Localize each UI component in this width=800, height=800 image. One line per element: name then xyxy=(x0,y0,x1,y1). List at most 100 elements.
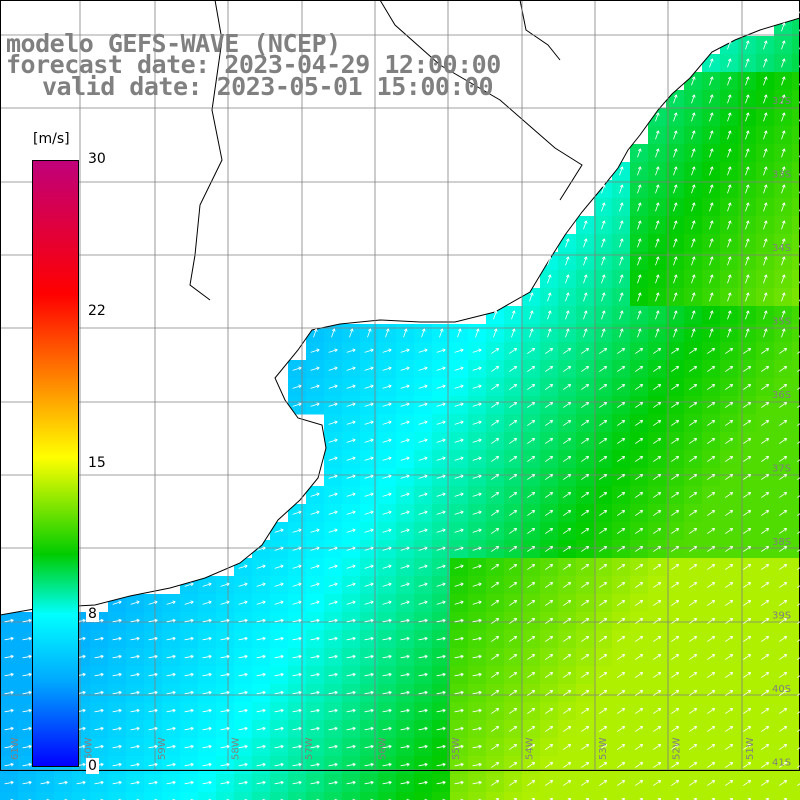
wind-arrow xyxy=(472,726,482,731)
lat-label: 35S xyxy=(772,317,791,328)
wind-arrow xyxy=(527,780,536,786)
wind-arrow xyxy=(725,438,734,444)
wind-arrow xyxy=(745,166,750,176)
wind-cell xyxy=(342,792,361,800)
wind-arrow xyxy=(418,744,428,749)
wind-arrow xyxy=(202,708,212,713)
wind-arrow xyxy=(745,202,750,212)
wind-arrow xyxy=(346,456,356,461)
wind-arrow xyxy=(617,456,626,462)
wind-arrow xyxy=(472,420,482,425)
wind-arrow xyxy=(310,672,320,677)
wind-arrow xyxy=(346,366,356,371)
wind-arrow xyxy=(743,636,752,642)
wind-arrow xyxy=(619,202,624,212)
lat-label: 37S xyxy=(772,464,791,475)
wind-arrow xyxy=(655,112,660,122)
wind-arrow xyxy=(130,708,140,713)
wind-arrow xyxy=(689,564,698,570)
wind-arrow xyxy=(527,438,536,444)
wind-arrow xyxy=(689,384,698,390)
wind-arrow xyxy=(797,657,800,660)
wind-arrow xyxy=(563,564,572,570)
wind-arrow xyxy=(581,420,590,426)
wind-arrow xyxy=(545,780,554,786)
wind-arrow xyxy=(581,528,590,534)
wind-arrow xyxy=(691,94,696,104)
wind-arrow xyxy=(202,636,212,641)
wind-arrow xyxy=(545,402,554,408)
lon-label: 58W xyxy=(231,737,242,760)
wind-arrow xyxy=(527,474,536,480)
colorbar-tick-30: 30 xyxy=(86,151,108,167)
wind-arrow xyxy=(403,328,408,338)
wind-arrow xyxy=(763,328,768,338)
wind-arrow xyxy=(581,456,590,462)
wind-arrow xyxy=(709,112,714,122)
wind-arrow xyxy=(763,220,768,230)
wind-arrow xyxy=(382,366,392,371)
wind-arrow xyxy=(491,690,500,696)
wind-arrow xyxy=(653,438,662,444)
lon-label: 55W xyxy=(451,737,462,760)
wind-cell xyxy=(792,702,800,721)
wind-arrow xyxy=(635,780,644,786)
border-line xyxy=(379,0,583,201)
wind-arrow xyxy=(709,130,714,140)
wind-arrow xyxy=(94,726,104,731)
wind-arrow xyxy=(673,130,678,140)
wind-arrow xyxy=(202,726,212,731)
wind-arrow xyxy=(418,528,428,533)
wind-arrow xyxy=(781,274,786,284)
wind-arrow xyxy=(454,510,464,515)
wind-arrow xyxy=(673,256,678,266)
wind-arrow xyxy=(292,582,302,587)
wind-arrow xyxy=(328,762,338,767)
wind-arrow xyxy=(581,690,590,696)
wind-arrow xyxy=(761,528,770,534)
wind-cell xyxy=(468,792,487,800)
wind-arrow xyxy=(761,708,770,714)
wind-arrow xyxy=(781,58,786,68)
wind-arrow xyxy=(220,762,230,767)
wind-arrow xyxy=(238,654,248,659)
wind-arrow xyxy=(491,582,500,588)
wind-arrow xyxy=(653,492,662,498)
wind-arrow xyxy=(691,328,696,338)
model-title: modelo GEFS-WAVE (NCEP) xyxy=(6,29,341,58)
wind-arrow xyxy=(454,384,464,389)
wind-arrow xyxy=(725,348,734,354)
wind-arrow xyxy=(655,238,660,248)
wind-arrow xyxy=(653,744,662,750)
wind-arrow xyxy=(328,672,338,677)
wind-arrow xyxy=(601,310,606,320)
wind-arrow xyxy=(653,672,662,678)
wind-arrow xyxy=(583,292,588,302)
wind-arrow xyxy=(418,438,428,443)
wind-arrow xyxy=(364,762,374,767)
wind-arrow xyxy=(671,744,680,750)
wind-arrow xyxy=(707,636,716,642)
wind-arrow xyxy=(472,618,482,623)
wind-arrow xyxy=(166,762,176,767)
wind-arrow xyxy=(653,528,662,534)
wind-arrow xyxy=(599,618,608,624)
wind-arrow xyxy=(400,420,410,425)
wind-cell xyxy=(792,594,800,613)
wind-arrow xyxy=(599,348,608,354)
wind-arrow xyxy=(797,693,800,696)
wind-cell xyxy=(792,72,800,91)
wind-arrow xyxy=(563,510,572,516)
colorbar-tick-0: 0 xyxy=(86,758,99,774)
wind-arrow xyxy=(202,672,212,677)
wind-cell xyxy=(612,792,631,800)
wind-arrow xyxy=(601,202,606,212)
wind-arrow xyxy=(581,348,590,354)
wind-arrow xyxy=(635,744,644,750)
wind-arrow xyxy=(563,654,572,660)
wind-arrow xyxy=(346,672,356,677)
wind-arrow xyxy=(454,582,464,587)
wind-arrow xyxy=(563,420,572,426)
wind-arrow xyxy=(400,600,410,605)
wind-arrow xyxy=(382,582,392,587)
